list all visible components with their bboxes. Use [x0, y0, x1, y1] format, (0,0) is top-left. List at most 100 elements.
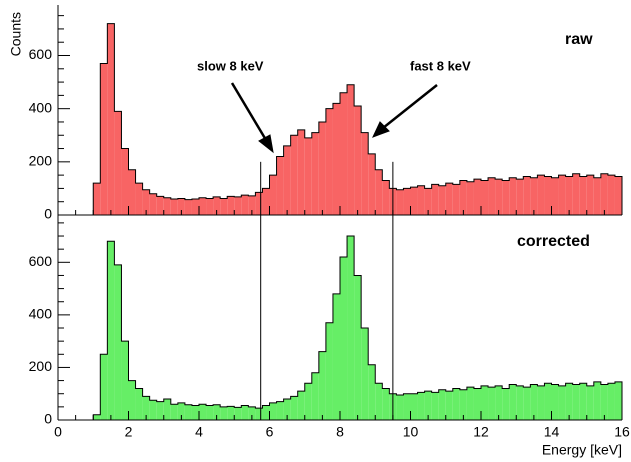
bar	[495, 179, 503, 215]
bar	[586, 175, 594, 215]
bar	[438, 185, 446, 215]
bar	[199, 404, 207, 420]
bar	[213, 196, 221, 215]
annotation: slow 8 keV	[197, 58, 264, 73]
arrow	[230, 82, 438, 154]
bar	[297, 129, 305, 215]
bar	[410, 187, 418, 215]
bar	[593, 177, 601, 215]
bar	[417, 185, 425, 215]
y-tick-label: 200	[29, 153, 53, 169]
bar	[431, 184, 439, 215]
x-tick-label: 2	[125, 424, 133, 440]
x-tick-label: 16	[614, 424, 630, 440]
bar	[311, 372, 319, 420]
bar	[283, 145, 291, 215]
bar	[614, 381, 622, 420]
bar	[311, 132, 319, 215]
bar	[206, 405, 214, 420]
bar	[516, 385, 524, 420]
bar	[438, 389, 446, 420]
bar	[607, 383, 615, 420]
bar	[318, 351, 326, 420]
bar	[403, 188, 411, 215]
bar	[368, 153, 376, 215]
bar	[403, 393, 411, 420]
bar	[572, 384, 580, 420]
bar	[262, 188, 270, 215]
y-tick-label: 600	[29, 46, 53, 62]
bar	[523, 387, 531, 420]
x-tick-label: 10	[403, 424, 419, 440]
bar	[107, 23, 115, 216]
bar	[213, 404, 221, 420]
bar	[170, 404, 178, 420]
bar	[255, 408, 263, 420]
x-tick-label: 8	[336, 424, 344, 440]
bar	[558, 385, 566, 420]
y-tick-label: 0	[44, 411, 52, 427]
bar	[452, 184, 460, 215]
bar	[100, 63, 108, 215]
bar	[156, 196, 164, 215]
bar	[375, 169, 383, 215]
x-tick-label: 14	[544, 424, 560, 440]
bar	[565, 176, 573, 215]
bar	[234, 196, 242, 215]
bar	[424, 188, 432, 215]
bar	[114, 111, 122, 215]
bar	[396, 189, 404, 215]
bar	[396, 395, 404, 420]
bar	[544, 176, 552, 215]
bar	[248, 406, 256, 420]
bar	[135, 388, 143, 420]
y-tick-label: 400	[29, 99, 53, 115]
bar	[283, 398, 291, 420]
bar	[614, 176, 622, 215]
bar	[100, 354, 108, 420]
bar	[600, 173, 608, 215]
bar	[149, 400, 157, 420]
bar	[481, 180, 489, 215]
bar	[530, 384, 538, 420]
bar	[488, 387, 496, 420]
bar	[551, 384, 559, 420]
bar	[502, 180, 510, 215]
bar	[177, 198, 185, 215]
bar	[368, 364, 376, 420]
bar	[551, 177, 559, 215]
y-tick-label: 200	[29, 358, 53, 374]
bar	[255, 192, 263, 215]
bar	[177, 402, 185, 420]
bar	[199, 197, 207, 215]
bar	[502, 388, 510, 420]
bar	[572, 173, 580, 215]
bar	[445, 391, 453, 420]
outline	[92, 23, 623, 215]
bar	[135, 183, 143, 215]
bar	[600, 384, 608, 420]
bar	[318, 121, 326, 215]
x-tick-label: 12	[473, 424, 489, 440]
bar	[537, 175, 545, 215]
bar	[227, 406, 235, 420]
bar	[241, 195, 249, 215]
bar	[290, 396, 298, 420]
x-axis-label: Energy [keV]	[542, 442, 622, 458]
bar	[424, 391, 432, 420]
bar	[149, 193, 157, 215]
bar	[206, 198, 214, 215]
x-tick-label: 0	[54, 424, 62, 440]
bar	[234, 407, 242, 420]
y-tick-label: 0	[44, 206, 52, 222]
bar	[579, 176, 587, 215]
bar	[354, 275, 362, 420]
bar	[375, 383, 383, 420]
x-tick-label: 4	[195, 424, 203, 440]
bar	[537, 385, 545, 420]
bar	[593, 381, 601, 420]
panel-label: corrected	[517, 233, 590, 250]
y-axis-label: Counts	[8, 12, 24, 56]
bar	[276, 156, 284, 215]
y-tick-label: 400	[29, 306, 53, 322]
